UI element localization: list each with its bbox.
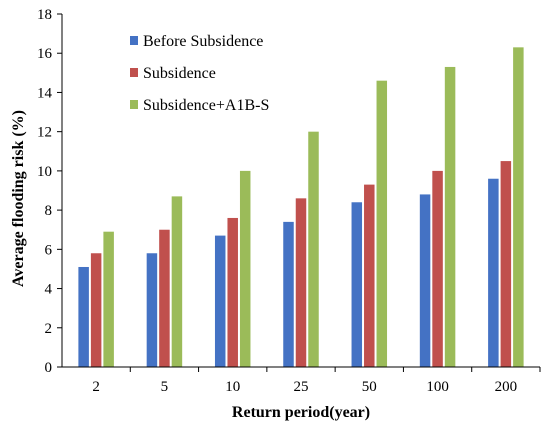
x-axis-title: Return period(year) <box>232 404 370 421</box>
y-axis: 0 2 4 6 8 10 12 14 16 18 <box>37 7 62 376</box>
y-tick-label: 2 <box>45 321 53 337</box>
x-tick-label: 5 <box>161 379 169 395</box>
bar <box>283 221 294 367</box>
y-tick-label: 0 <box>45 360 53 376</box>
y-tick-label: 8 <box>45 203 53 219</box>
y-tick-label: 6 <box>45 242 53 258</box>
plot-area <box>78 47 524 367</box>
y-tick-label: 18 <box>37 7 52 23</box>
legend-label: Subsidence+A1B-S <box>143 97 269 114</box>
bar <box>146 253 158 367</box>
legend-label: Before Subsidence <box>143 33 263 50</box>
y-tick-label: 4 <box>45 282 53 298</box>
bar <box>103 231 114 367</box>
bar <box>500 161 512 367</box>
legend: Before Subsidence Subsidence Subsidence+A1… <box>130 33 269 114</box>
bar <box>295 198 307 367</box>
bar <box>214 235 226 367</box>
x-axis: 2 5 10 25 50 100 200 <box>92 367 541 395</box>
x-tick-label: 100 <box>426 379 449 395</box>
bar <box>239 170 251 367</box>
bar <box>90 253 102 367</box>
x-tick-label: 25 <box>294 379 309 395</box>
legend-swatch <box>130 36 138 45</box>
legend-label: Subsidence <box>143 65 216 82</box>
legend-swatch <box>130 68 138 77</box>
bar <box>364 184 375 367</box>
bar <box>78 266 89 367</box>
x-tick-label: 50 <box>362 379 377 395</box>
y-axis-title: Average flooding risk (%) <box>10 110 27 287</box>
x-tick-label: 2 <box>92 379 100 395</box>
bar <box>227 217 238 367</box>
legend-swatch <box>130 100 138 109</box>
x-tick-label: 10 <box>225 379 240 395</box>
bar <box>488 178 499 367</box>
y-tick-label: 14 <box>37 85 53 101</box>
y-tick-label: 12 <box>37 125 52 141</box>
bar <box>432 170 443 367</box>
bar <box>171 196 183 367</box>
x-tick-label: 200 <box>495 379 518 395</box>
bar <box>376 80 388 367</box>
y-tick-label: 16 <box>37 46 53 62</box>
bar <box>444 66 456 367</box>
bar <box>513 47 524 367</box>
bar <box>419 194 431 367</box>
y-tick-label: 10 <box>37 164 52 180</box>
bar <box>308 131 319 367</box>
bar <box>159 229 170 367</box>
bar <box>351 202 363 367</box>
